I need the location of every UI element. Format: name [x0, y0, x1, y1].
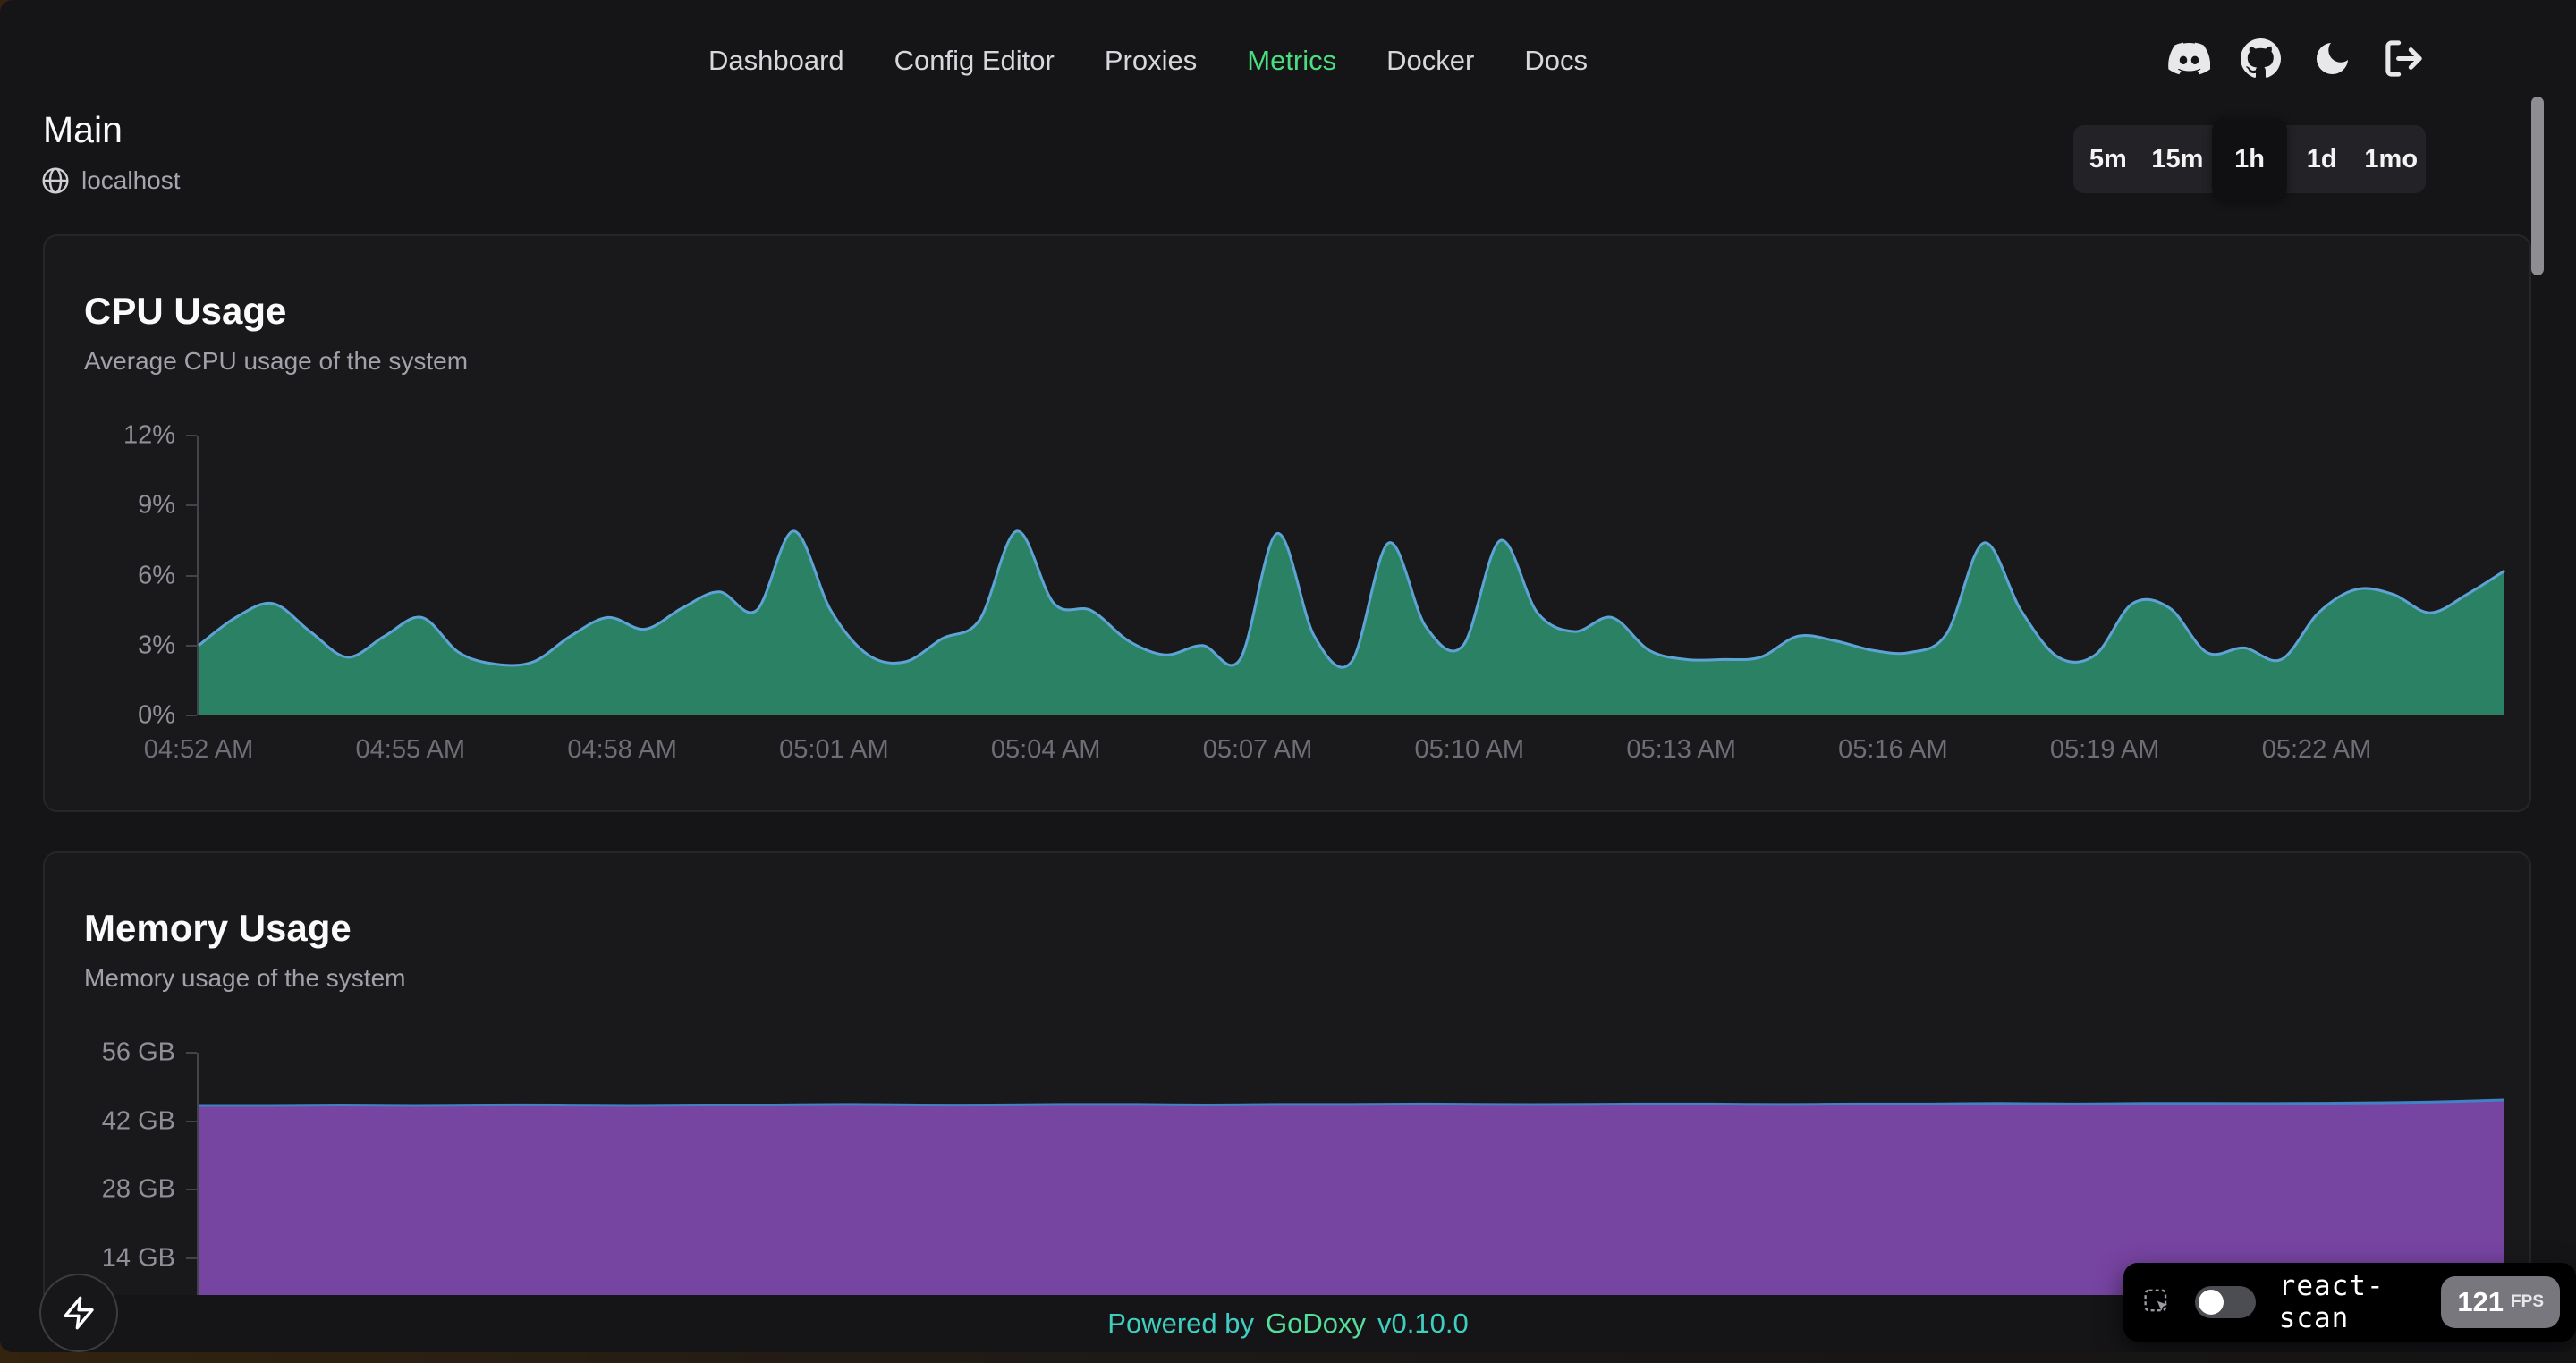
host-label: localhost: [81, 166, 181, 194]
nav-proxies[interactable]: Proxies: [1104, 45, 1198, 76]
quick-actions-button[interactable]: [39, 1274, 118, 1352]
y-tick: [186, 504, 197, 507]
x-tick-label: 05:10 AM: [1414, 735, 1525, 764]
nav-config-editor[interactable]: Config Editor: [894, 45, 1055, 76]
nav-dashboard[interactable]: Dashboard: [708, 45, 844, 76]
memory-usage-card: Memory Usage Memory usage of the system …: [43, 851, 2531, 1352]
y-tick: [186, 715, 197, 716]
y-tick: [186, 574, 197, 577]
x-tick-label: 05:07 AM: [1202, 735, 1313, 764]
host-row: localhost: [41, 166, 181, 195]
header-icon-group: [2168, 38, 2425, 80]
discord-icon[interactable]: [2168, 38, 2210, 80]
page-title: Main: [43, 109, 123, 150]
y-tick-label: 12%: [123, 420, 175, 450]
y-tick-label: 9%: [138, 490, 175, 520]
footer-brand-link[interactable]: GoDoxy: [1266, 1308, 1366, 1339]
y-tick: [186, 1052, 197, 1054]
toggle-knob: [2198, 1290, 2224, 1315]
y-tick: [186, 1257, 197, 1259]
cpu-chart: 0% 3% 6% 9% 12% 04:52 AM 04:55 AM 04:58 AM 05:01…: [123, 421, 2505, 764]
x-tick-label: 04:55 AM: [355, 735, 466, 764]
x-tick-label: 05:13 AM: [1626, 735, 1736, 764]
fps-value: 121: [2457, 1286, 2504, 1317]
x-tick-label: 04:58 AM: [567, 735, 677, 764]
x-tick-label: 05:04 AM: [990, 735, 1101, 764]
logout-icon[interactable]: [2383, 38, 2425, 80]
y-tick-label: 56 GB: [101, 1037, 175, 1067]
cpu-usage-card: CPU Usage Average CPU usage of the syste…: [43, 234, 2531, 812]
y-tick-label: 28 GB: [101, 1174, 175, 1204]
x-tick-label: 05:16 AM: [1838, 735, 1948, 764]
theme-moon-icon[interactable]: [2311, 38, 2353, 80]
nav-docs[interactable]: Docs: [1524, 45, 1588, 76]
time-option-15m[interactable]: 15m: [2151, 145, 2204, 174]
memory-usage-area: [198, 1098, 2505, 1326]
time-option-5m[interactable]: 5m: [2089, 145, 2127, 174]
react-scan-widget: react-scan 121 FPS: [2123, 1263, 2576, 1342]
memory-card-subtitle: Memory usage of the system: [84, 964, 406, 992]
nav-docker[interactable]: Docker: [1386, 45, 1475, 76]
time-option-1h[interactable]: 1h: [2212, 118, 2287, 200]
main-nav: Dashboard Config Editor Proxies Metrics Dock…: [708, 36, 1588, 86]
memory-card-title: Memory Usage: [84, 907, 352, 949]
footer-version: v0.10.0: [1377, 1308, 1469, 1339]
y-axis-line: [197, 1053, 199, 1326]
x-tick-label: 05:22 AM: [2261, 735, 2372, 764]
fps-badge: 121 FPS: [2441, 1276, 2560, 1328]
y-axis-line: [197, 436, 199, 715]
x-tick-label: 05:19 AM: [2049, 735, 2160, 764]
y-tick-label: 0%: [138, 700, 175, 730]
github-icon[interactable]: [2240, 38, 2282, 80]
x-tick-label: 05:01 AM: [779, 735, 889, 764]
cpu-usage-area: [198, 529, 2505, 715]
memory-chart: 14 GB 28 GB 42 GB 56 GB: [102, 1038, 2505, 1326]
y-tick-label: 42 GB: [101, 1106, 175, 1135]
cpu-card-subtitle: Average CPU usage of the system: [84, 347, 469, 375]
nav-metrics[interactable]: Metrics: [1247, 45, 1337, 76]
react-scan-toggle[interactable]: [2194, 1286, 2256, 1318]
y-tick: [186, 1189, 197, 1190]
inspect-icon[interactable]: [2143, 1284, 2172, 1320]
y-tick-label: 3%: [138, 631, 175, 660]
time-option-1d[interactable]: 1d: [2306, 145, 2337, 174]
y-tick-label: 6%: [138, 561, 175, 589]
x-tick-label: 04:52 AM: [143, 735, 254, 764]
zap-icon: [64, 1296, 94, 1330]
time-range-selector: 5m 15m 1h 1d 1mo: [2073, 118, 2426, 200]
y-tick: [186, 435, 197, 436]
globe-icon: [42, 167, 69, 194]
time-option-1mo[interactable]: 1mo: [2364, 145, 2419, 174]
cpu-card-title: CPU Usage: [84, 290, 287, 332]
footer-powered-by: Powered by: [1107, 1308, 1255, 1339]
scrollbar-thumb[interactable]: [2531, 97, 2544, 275]
y-tick-label: 14 GB: [101, 1243, 175, 1272]
react-scan-label: react-scan: [2278, 1270, 2385, 1334]
fps-unit: FPS: [2511, 1292, 2544, 1311]
y-tick: [186, 1120, 197, 1122]
y-tick: [186, 644, 197, 647]
